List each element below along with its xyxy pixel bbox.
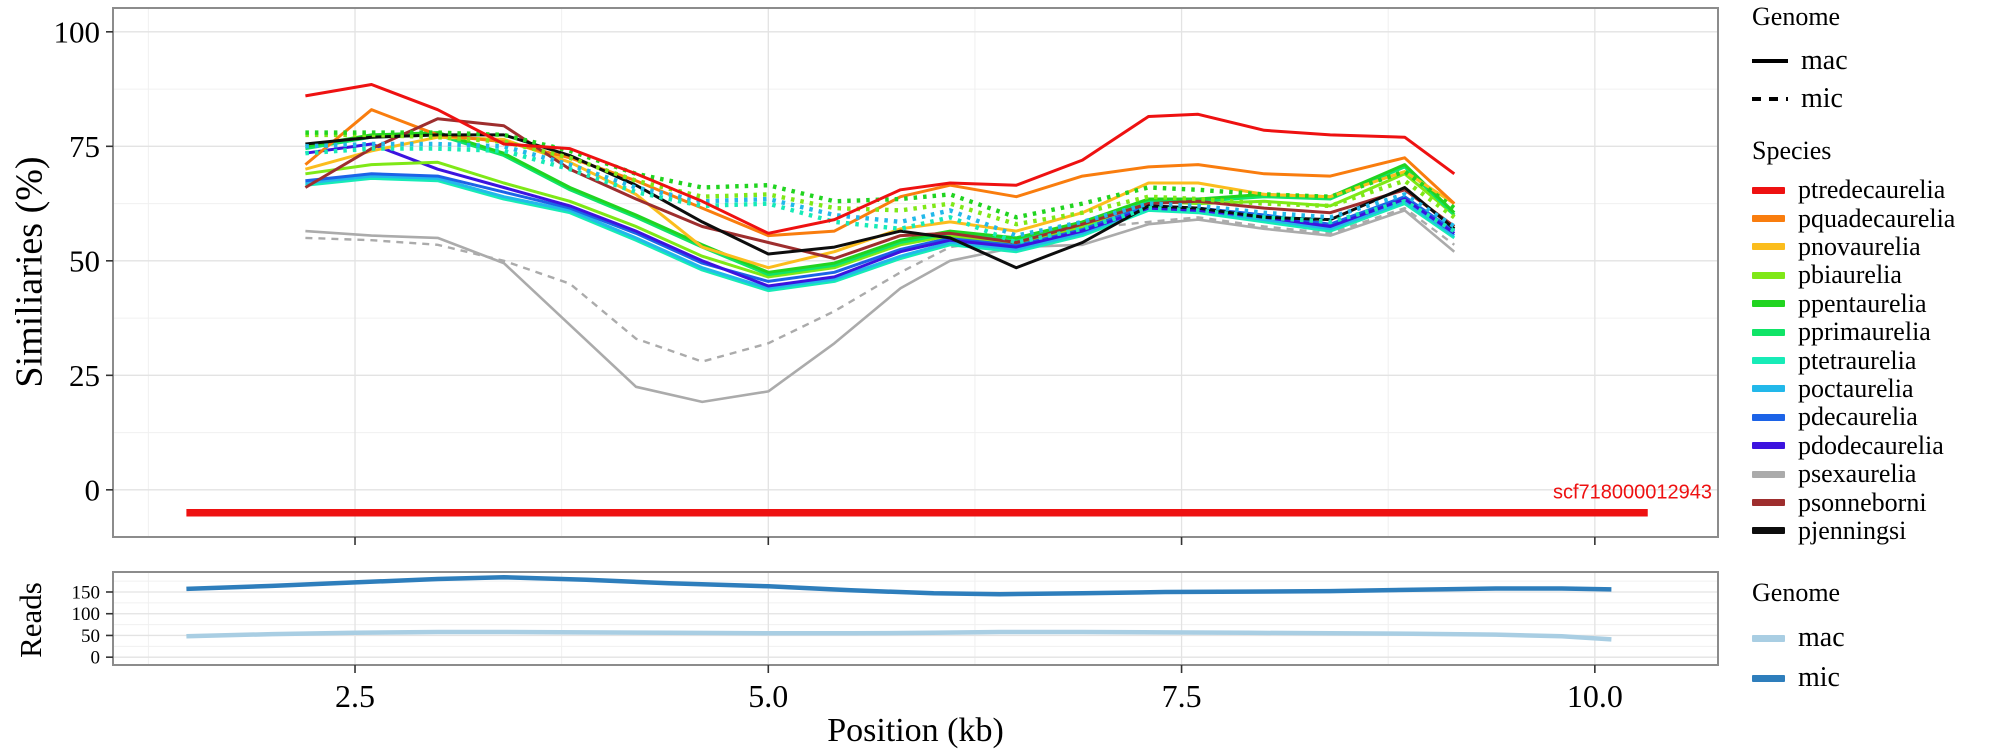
reads-genome-legend: Genome mac mic bbox=[1752, 578, 1845, 698]
y-tick-label: 50 bbox=[81, 626, 100, 647]
species-legend-item-pprimaurelia-label: pprimaurelia bbox=[1798, 317, 1931, 347]
series-line-mac bbox=[186, 629, 1612, 642]
series-line-psexaurelia_mic bbox=[305, 206, 1456, 363]
species-color-swatch bbox=[1752, 498, 1785, 506]
species-legend-item-pbiaurelia-label: pbiaurelia bbox=[1798, 260, 1902, 290]
series-line-psexaurelia bbox=[305, 209, 1456, 404]
genome-legend-items: mac mic bbox=[1752, 42, 1848, 118]
species-color-swatch bbox=[1752, 470, 1785, 478]
species-legend-item-pdodecaurelia-label: pdodecaurelia bbox=[1798, 430, 1944, 460]
species-legend-item-ppentaurelia-label: ppentaurelia bbox=[1798, 288, 1927, 318]
scaffold-annotation-label: scf718000012943 bbox=[1553, 482, 1712, 504]
x-tick-label: 10.0 bbox=[1567, 678, 1623, 714]
similarity-panel-background bbox=[113, 8, 1718, 537]
reads-genome-color-swatch bbox=[1752, 674, 1785, 682]
species-color-swatch bbox=[1752, 357, 1785, 365]
species-legend: Species ptredecaurelia pquadecaurelia pnov… bbox=[1752, 136, 1955, 545]
x-axis-title: Position (kb) bbox=[827, 712, 1004, 749]
genome-legend: Genome mac mic bbox=[1752, 2, 1848, 118]
reads-genome-legend-item-mic: mic bbox=[1752, 658, 1845, 698]
species-color-swatch bbox=[1752, 328, 1785, 336]
species-color-swatch bbox=[1752, 215, 1785, 223]
reads-panel-border bbox=[112, 571, 1719, 666]
species-legend-item-pdecaurelia: pdecaurelia bbox=[1752, 402, 1955, 432]
species-legend-item-psexaurelia-label: psexaurelia bbox=[1798, 459, 1917, 489]
x-tick-label: 5.0 bbox=[748, 678, 788, 714]
series-line-poctaurelia bbox=[305, 174, 1456, 290]
reads-genome-legend-item-mic-label: mic bbox=[1798, 662, 1840, 693]
y-tick-label: 0 bbox=[85, 472, 101, 507]
series-line-ptetraurelia bbox=[305, 176, 1456, 293]
species-legend-item-ptetraurelia: ptetraurelia bbox=[1752, 345, 1955, 375]
series-line-poctaurelia_mic bbox=[305, 141, 1456, 238]
genome-legend-item-mic-label: mic bbox=[1801, 83, 1843, 114]
species-legend-item-pjenningsi-label: pjenningsi bbox=[1798, 515, 1907, 545]
species-color-swatch bbox=[1752, 300, 1785, 308]
species-legend-item-pquadecaurelia: pquadecaurelia bbox=[1752, 203, 1956, 233]
y-tick-label: 25 bbox=[69, 358, 100, 393]
species-color-swatch bbox=[1752, 186, 1785, 194]
species-color-swatch bbox=[1752, 413, 1785, 421]
species-color-swatch bbox=[1752, 385, 1785, 393]
species-legend-item-pdecaurelia-label: pdecaurelia bbox=[1798, 402, 1918, 432]
species-legend-item-psexaurelia: psexaurelia bbox=[1752, 459, 1955, 489]
reads-genome-color-swatch bbox=[1752, 634, 1785, 642]
reads-genome-legend-item-mac: mac bbox=[1752, 618, 1845, 658]
x-tick-label: 2.5 bbox=[335, 678, 375, 714]
x-tick-label: 7.5 bbox=[1162, 678, 1202, 714]
series-line-psonneborni bbox=[304, 117, 1456, 260]
species-legend-item-poctaurelia-label: poctaurelia bbox=[1798, 373, 1914, 403]
series-line-ptredecaurelia bbox=[305, 83, 1456, 235]
y-tick-label: 100 bbox=[54, 14, 101, 49]
species-legend-item-pdodecaurelia: pdodecaurelia bbox=[1752, 430, 1955, 460]
series-line-pbiaurelia bbox=[305, 160, 1456, 279]
species-legend-item-ptredecaurelia-label: ptredecaurelia bbox=[1798, 175, 1946, 205]
series-line-mic bbox=[186, 574, 1612, 597]
species-legend-item-pnovaurelia: pnovaurelia bbox=[1752, 231, 1955, 261]
species-legend-item-ppentaurelia: ppentaurelia bbox=[1752, 288, 1955, 318]
series-line-pnovaurelia bbox=[304, 135, 1456, 270]
series-line-pprimaurelia bbox=[305, 133, 1456, 277]
y-tick-label: 100 bbox=[72, 604, 101, 625]
y-tick-label: 50 bbox=[69, 243, 100, 278]
species-color-swatch bbox=[1752, 271, 1785, 279]
dashed-line-swatch bbox=[1752, 97, 1788, 101]
species-legend-item-ptredecaurelia: ptredecaurelia bbox=[1752, 175, 1955, 205]
species-legend-item-pbiaurelia: pbiaurelia bbox=[1752, 260, 1955, 290]
species-legend-item-pprimaurelia: pprimaurelia bbox=[1752, 317, 1955, 347]
genome-legend-item-mic: mic bbox=[1752, 80, 1848, 118]
series-line-ptetraurelia_mic bbox=[305, 146, 1456, 245]
genome-legend-item-mac: mac bbox=[1752, 42, 1848, 80]
species-legend-title: Species bbox=[1752, 136, 1832, 165]
species-legend-item-pquadecaurelia-label: pquadecaurelia bbox=[1798, 203, 1956, 233]
series-line-pquadecaurelia bbox=[304, 108, 1456, 238]
reads-genome-legend-title: Genome bbox=[1752, 578, 1841, 607]
genome-legend-title: Genome bbox=[1752, 2, 1841, 31]
species-legend-item-poctaurelia: poctaurelia bbox=[1752, 373, 1955, 403]
species-color-swatch bbox=[1752, 442, 1785, 450]
reads-panel-background bbox=[113, 572, 1718, 665]
reads-genome-legend-item-mac-label: mac bbox=[1798, 622, 1845, 653]
y-tick-label: 0 bbox=[91, 648, 101, 669]
series-line-pdecaurelia bbox=[305, 172, 1456, 283]
reads-genome-legend-items: mac mic bbox=[1752, 618, 1845, 698]
species-legend-item-psonneborni: psonneborni bbox=[1752, 487, 1955, 517]
y-tick-label: 150 bbox=[72, 582, 101, 603]
y-tick-label: 75 bbox=[69, 129, 100, 164]
species-color-swatch bbox=[1752, 527, 1785, 535]
species-color-swatch bbox=[1752, 243, 1785, 251]
species-legend-item-pjenningsi: pjenningsi bbox=[1752, 515, 1955, 545]
reads-y-axis-title: Reads bbox=[13, 582, 48, 658]
species-legend-item-ptetraurelia-label: ptetraurelia bbox=[1798, 345, 1917, 375]
species-legend-items: ptredecaurelia pquadecaurelia pnovaurelia p… bbox=[1752, 175, 1956, 545]
species-legend-item-psonneborni-label: psonneborni bbox=[1798, 487, 1927, 517]
species-legend-item-pnovaurelia-label: pnovaurelia bbox=[1798, 231, 1921, 261]
similarity-panel-border bbox=[112, 7, 1719, 538]
similarity-y-axis-title: Similiaries (%) bbox=[8, 156, 51, 388]
solid-line-swatch bbox=[1752, 59, 1788, 63]
genome-legend-item-mac-label: mac bbox=[1801, 45, 1848, 76]
legend-column: Genome mac mic Species ptredecaurelia pqua… bbox=[1752, 0, 1998, 750]
